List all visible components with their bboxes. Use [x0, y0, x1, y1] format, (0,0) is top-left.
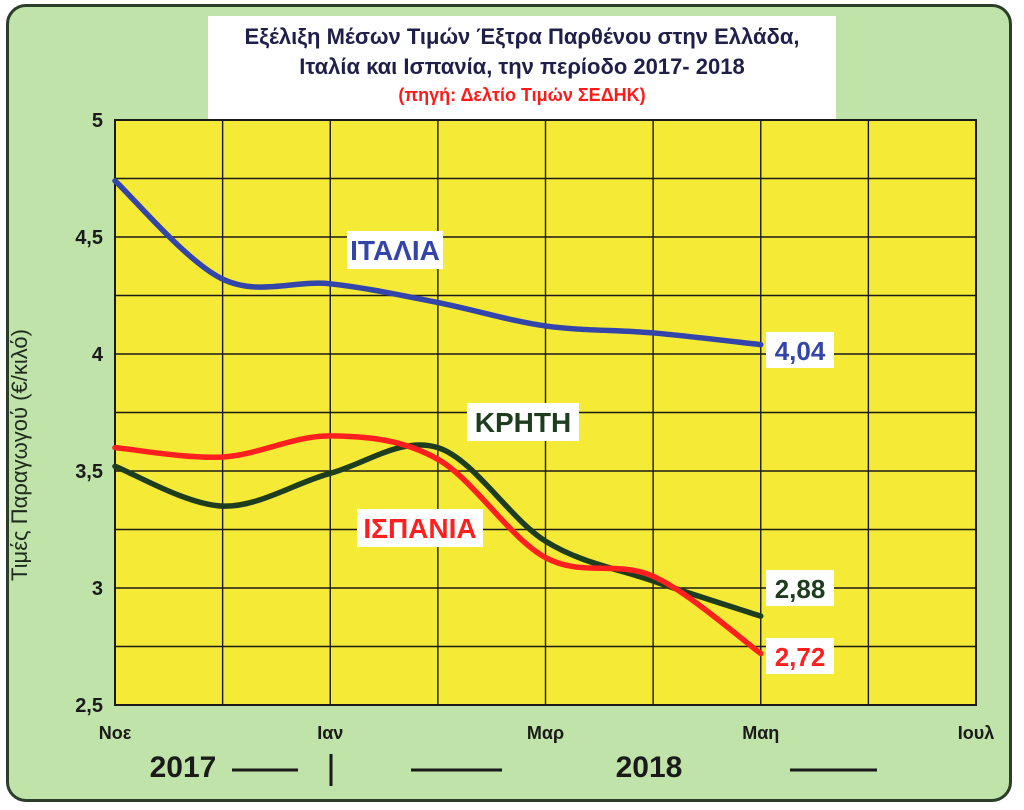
- x-tick-label: Νοε: [99, 723, 132, 743]
- end-value-label: 2,88: [775, 574, 826, 604]
- x-tick-label: Ιαν: [317, 723, 343, 743]
- year-label: 2017: [150, 751, 217, 784]
- series-line-spain: [112, 433, 764, 657]
- x-tick-label: Μαη: [742, 723, 779, 743]
- x-tick-label: Ιουλ: [958, 723, 994, 743]
- series-name-label: ΚΡΗΤΗ: [475, 407, 571, 438]
- chart-title-box: Εξέλιξη Μέσων Τιμών Έξτρα Παρθένου στην …: [208, 16, 836, 119]
- end-value-label: 4,04: [775, 336, 826, 366]
- series-line-crete: [112, 442, 764, 619]
- end-value-label: 2,72: [775, 642, 826, 672]
- y-tick-label: 3,5: [75, 461, 103, 483]
- chart-title-line-1: Εξέλιξη Μέσων Τιμών Έξτρα Παρθένου στην …: [244, 24, 800, 49]
- series-name-label: ΙΣΠΑΝΙΑ: [363, 513, 476, 544]
- series-name-box: [467, 403, 579, 441]
- y-tick-label: 3: [92, 578, 103, 600]
- chart-source: (πηγή: Δελτίο Τιμών ΣΕΔΗΚ): [398, 85, 646, 105]
- series-line-italy: [112, 178, 764, 348]
- chart-title-line-2: Ιταλία και Ισπανία, την περίοδο 2017- 20…: [299, 54, 745, 79]
- y-tick-label: 2,5: [75, 695, 103, 717]
- end-value-box: [766, 332, 834, 368]
- end-value-box: [766, 570, 834, 606]
- series-name-box: [347, 231, 443, 269]
- y-tick-label: 4,5: [75, 227, 103, 249]
- series-name-box: [357, 509, 483, 547]
- y-tick-label: 5: [92, 110, 103, 132]
- x-tick-label: Μαρ: [527, 723, 564, 743]
- year-label: 2018: [616, 751, 683, 784]
- y-tick-label: 4: [92, 344, 104, 366]
- end-value-box: [766, 638, 834, 674]
- series-name-label: ΙΤΑΛΙΑ: [350, 235, 440, 266]
